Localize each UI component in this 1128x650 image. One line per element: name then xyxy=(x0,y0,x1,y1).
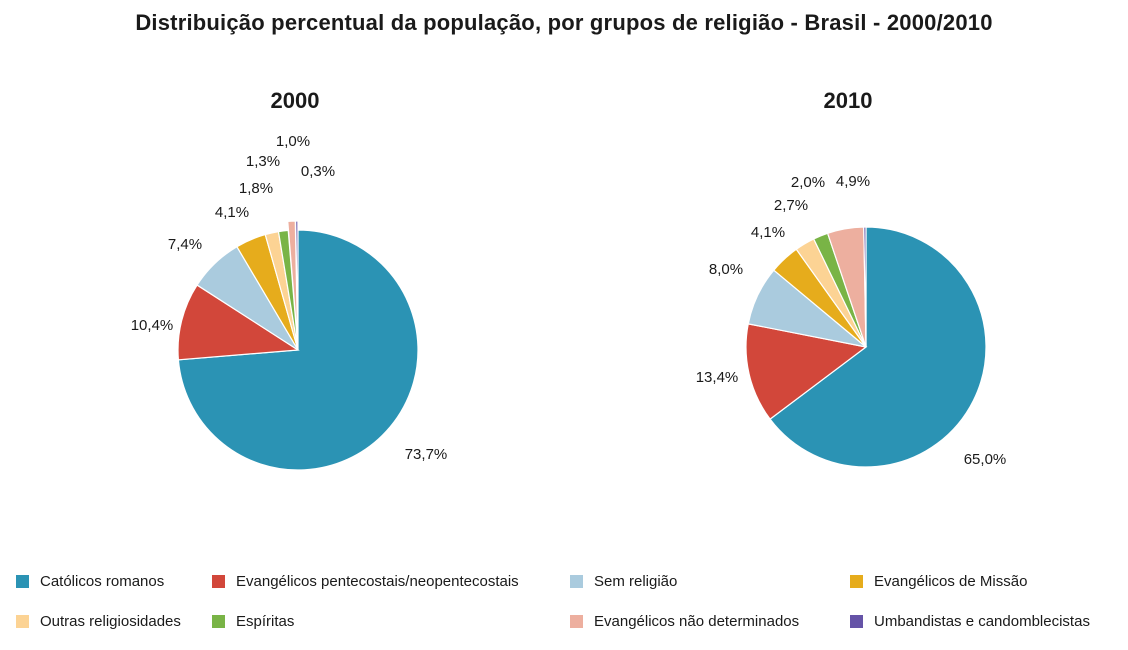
legend-item-sem-religiao: Sem religião xyxy=(570,572,677,590)
slice-label-2000-espiritas: 1,3% xyxy=(246,153,280,170)
slice-label-2000-sem-religiao: 7,4% xyxy=(168,236,202,253)
legend-swatch xyxy=(850,614,863,628)
legend-item-missao: Evangélicos de Missão xyxy=(850,572,1027,590)
slice-label-2010-sem-religiao: 8,0% xyxy=(709,261,743,278)
pie-slice-2010-pentecostais xyxy=(745,323,868,420)
slice-label-2010-missao: 4,1% xyxy=(751,224,785,241)
slice-label-2010-nao-determinados: 4,9% xyxy=(836,173,870,190)
pie-charts: 2000 2010 73,7% 10,4% 7,4% 4,1% 1,8% 1,3% 1,0%… xyxy=(131,88,1007,471)
slice-label-2000-nao-determinados: 1,0% xyxy=(276,133,310,150)
legend-label: Evangélicos de Missão xyxy=(874,572,1028,590)
chart-title: Distribuição percentual da população, po… xyxy=(135,10,993,35)
legend: Católicos romanos Evangélicos pentecosta… xyxy=(16,572,1126,642)
slice-label-2010-catolicos: 65,0% xyxy=(964,451,1007,468)
pie-title-2000: 2000 xyxy=(271,88,320,113)
legend-label: Espíritas xyxy=(236,612,295,630)
legend-swatch xyxy=(16,614,29,628)
pie-slice-2000-umbandistas xyxy=(295,220,299,342)
legend-label: Outras religiosidades xyxy=(40,612,181,630)
pie-slice-2010-catolicos xyxy=(769,226,987,468)
slice-label-2000-umbandistas: 0,3% xyxy=(301,163,335,180)
legend-item-outras: Outras religiosidades xyxy=(16,612,181,630)
legend-item-catolicos: Católicos romanos xyxy=(16,572,164,590)
legend-item-nao-determinados: Evangélicos não determinados xyxy=(570,612,799,630)
legend-item-umbandistas: Umbandistas e candomblecistas xyxy=(850,612,1090,630)
slice-label-2010-outras: 2,7% xyxy=(774,197,808,214)
legend-swatch xyxy=(570,574,583,588)
legend-swatch xyxy=(570,614,583,628)
pie-2010: 65,0% 13,4% 8,0% 4,1% 2,7% 2,0% 4,9% xyxy=(696,173,1007,468)
legend-item-espiritas: Espíritas xyxy=(212,612,294,630)
legend-swatch xyxy=(850,574,863,588)
legend-label: Católicos romanos xyxy=(40,572,165,590)
slice-label-2000-outras: 1,8% xyxy=(239,180,273,197)
legend-label: Evangélicos não determinados xyxy=(594,612,800,630)
legend-label: Umbandistas e candomblecistas xyxy=(874,612,1090,630)
legend-label: Sem religião xyxy=(594,572,678,590)
legend-swatch xyxy=(16,574,29,588)
slice-label-2010-espiritas: 2,0% xyxy=(791,174,825,191)
legend-label: Evangélicos pentecostais/neopentecostais xyxy=(236,572,519,590)
pie-2000: 73,7% 10,4% 7,4% 4,1% 1,8% 1,3% 1,0% 0,3% xyxy=(131,133,448,471)
slice-label-2010-pentecostais: 13,4% xyxy=(696,369,739,386)
slice-label-2000-pentecostais: 10,4% xyxy=(131,317,174,334)
legend-swatch xyxy=(212,574,225,588)
pie-slice-2010-umbandistas xyxy=(863,226,867,348)
slice-label-2000-missao: 4,1% xyxy=(215,204,249,221)
pie-slice-2000-pentecostais xyxy=(177,284,300,361)
pie-title-2010: 2010 xyxy=(824,88,873,113)
legend-swatch xyxy=(212,614,225,628)
slice-label-2000-catolicos: 73,7% xyxy=(405,446,448,463)
legend-item-pentecostais: Evangélicos pentecostais/neopentecostais xyxy=(212,572,519,590)
